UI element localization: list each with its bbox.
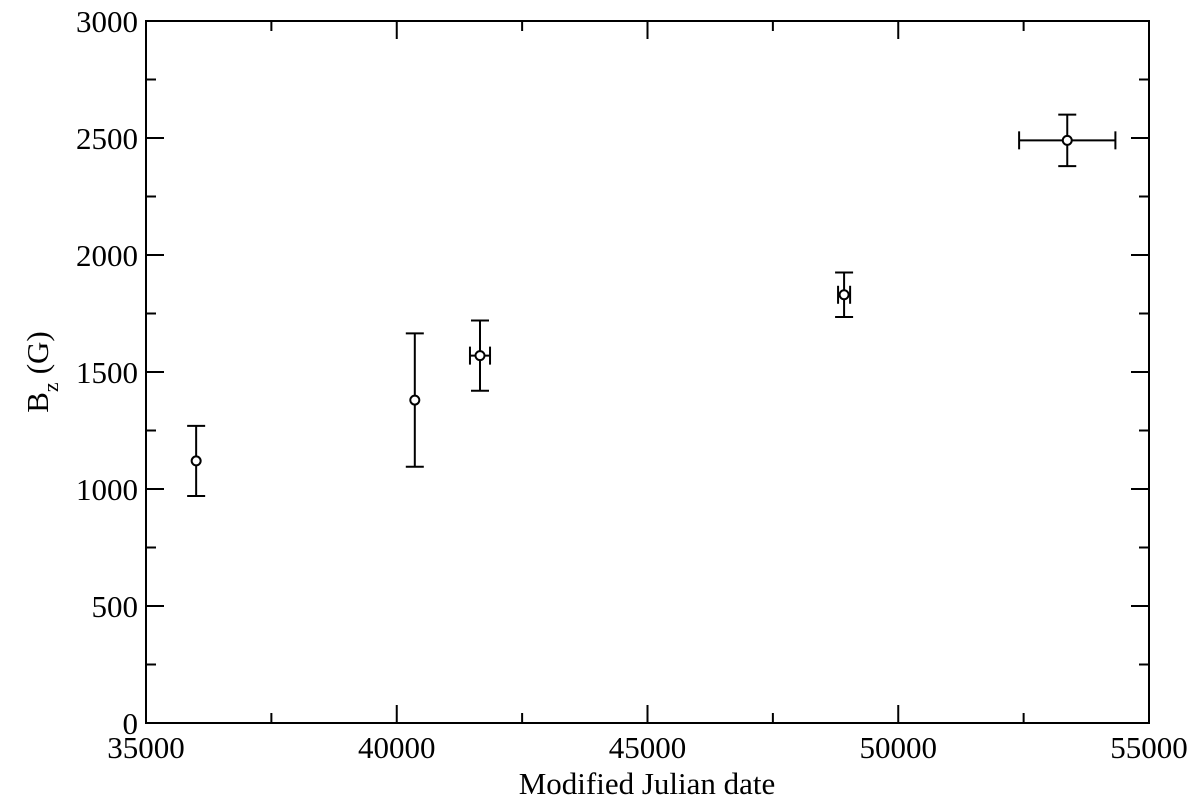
y-axis-label: Bz (G) <box>20 331 63 413</box>
data-point <box>409 394 421 406</box>
x-tick-label: 55000 <box>1110 730 1188 765</box>
data-point <box>1061 134 1073 146</box>
y-tick-label: 1500 <box>76 355 138 390</box>
y-tick-label: 3000 <box>76 4 138 39</box>
x-tick-label: 50000 <box>860 730 938 765</box>
y-label-unit: (G) <box>20 331 55 374</box>
x-axis-label: Modified Julian date <box>519 766 776 799</box>
y-tick-label: 500 <box>92 589 139 624</box>
x-tick-label: 45000 <box>609 730 687 765</box>
y-tick-label: 2000 <box>76 238 138 273</box>
plot-frame <box>145 20 1150 724</box>
data-point <box>474 350 486 362</box>
y-label-main: B <box>20 392 55 413</box>
y-tick-label: 2500 <box>76 121 138 156</box>
x-tick-label: 35000 <box>107 730 185 765</box>
x-tick-label: 40000 <box>358 730 436 765</box>
data-point <box>190 455 202 467</box>
y-tick-label: 0 <box>123 706 139 741</box>
y-label-sub: z <box>38 382 63 392</box>
data-point <box>838 289 850 301</box>
y-tick-label: 1000 <box>76 472 138 507</box>
